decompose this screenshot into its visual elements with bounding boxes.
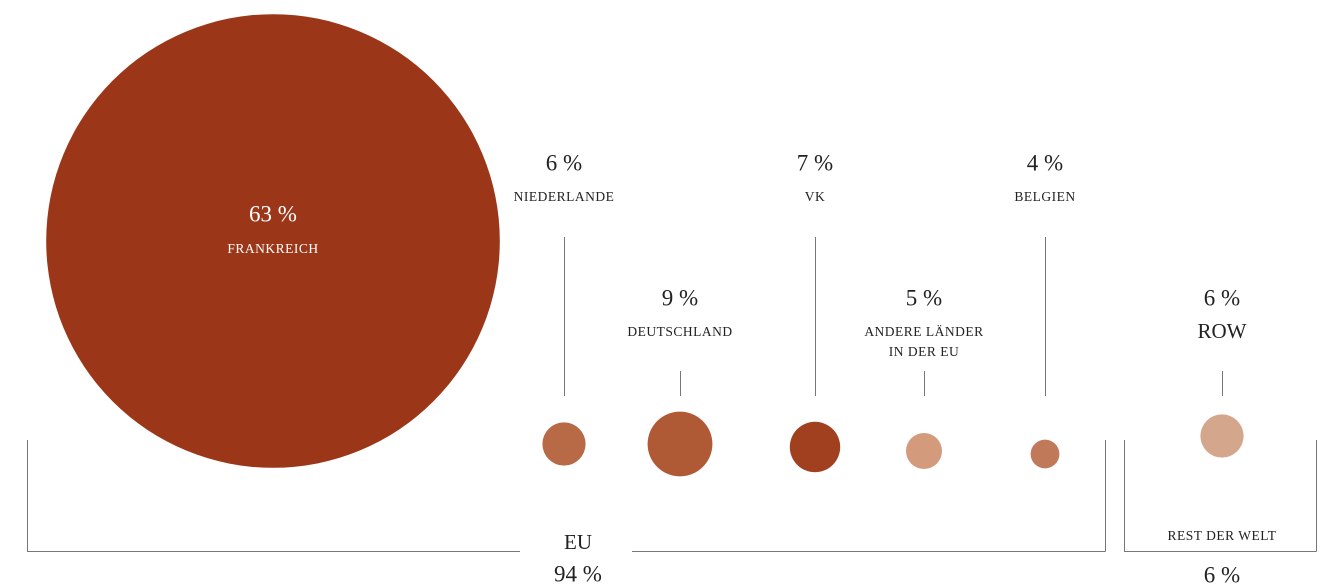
group-value: 94 % bbox=[554, 561, 602, 587]
category-label: VK bbox=[804, 189, 826, 204]
bubble bbox=[1030, 439, 1060, 469]
category-label: BELGIEN bbox=[1014, 189, 1076, 204]
group-name: EU bbox=[564, 529, 592, 554]
bubble bbox=[906, 433, 942, 469]
value-label: 4 % bbox=[1026, 150, 1064, 176]
bubble bbox=[789, 421, 841, 473]
value-label: 9 % bbox=[661, 285, 699, 311]
group-value: 6 % bbox=[1203, 562, 1241, 587]
value-label: 7 % bbox=[796, 150, 834, 176]
value-label: 6 % bbox=[545, 150, 583, 176]
category-label: ROW bbox=[1197, 319, 1247, 343]
value-label: 6 % bbox=[1203, 285, 1241, 311]
bubble bbox=[647, 411, 713, 477]
category-label: NIEDERLANDE bbox=[513, 189, 615, 204]
row-bracket bbox=[1124, 440, 1317, 552]
category-label: FRANKREICH bbox=[227, 241, 319, 257]
bubble bbox=[542, 422, 586, 466]
bubble bbox=[1200, 414, 1244, 458]
group-name: REST DER WELT bbox=[1167, 528, 1277, 544]
value-label: 5 % bbox=[905, 285, 943, 311]
eu-bracket bbox=[27, 440, 1106, 552]
category-label: ANDERE LÄNDER IN DER EU bbox=[864, 324, 984, 359]
value-label: 63 % bbox=[249, 201, 297, 227]
category-label: DEUTSCHLAND bbox=[627, 324, 733, 339]
bubble bbox=[46, 14, 500, 468]
